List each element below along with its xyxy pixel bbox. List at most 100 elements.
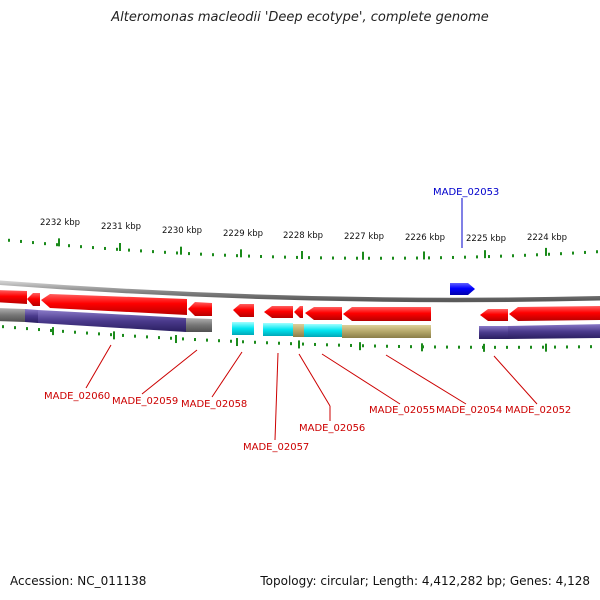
minor-tick [68,244,70,248]
minor-tick [350,343,352,347]
gene-segment[interactable] [294,306,303,318]
category-bar-purple [38,310,186,332]
gene-made-02059[interactable] [41,294,187,315]
minor-tick [122,333,124,337]
gene-made-02052-b[interactable] [509,306,600,321]
genome-backbone [0,280,600,303]
minor-tick [110,333,112,337]
gene-made-02052-a[interactable] [480,309,508,321]
gene-label[interactable]: MADE_02059 [112,396,178,407]
minor-tick [20,239,22,243]
leader-made-02052 [493,355,538,405]
category-bars [0,308,600,339]
minor-tick [314,342,316,346]
genome-summary-text: Topology: circular; Length: 4,412,282 bp… [260,574,590,588]
gene-label[interactable]: MADE_02052 [505,405,571,416]
tick-label: 2227 kbp [344,232,384,242]
gene-made-02058[interactable] [188,302,212,316]
minor-tick [542,345,544,349]
reverse-strand-genes [0,290,600,321]
gene-label[interactable]: MADE_02055 [369,405,435,416]
minor-tick [320,256,322,260]
tick-label: 2230 kbp [162,226,202,236]
minor-tick [50,328,52,332]
minor-tick [386,344,388,348]
major-tick [119,243,121,252]
gene-segment[interactable] [233,304,254,317]
tick-label: 2225 kbp [466,234,506,244]
minor-tick [518,345,520,349]
major-tick [236,338,238,347]
minor-tick [146,335,148,339]
tick-label: 2226 kbp [405,233,445,243]
category-bar-cyan [304,324,342,337]
tick-label: 2228 kbp [283,231,323,241]
label-leader-lines [85,198,538,441]
minor-tick [98,332,100,336]
minor-tick [32,241,34,245]
lower-coordinate-ticks [2,325,592,352]
minor-tick [230,339,232,343]
gene-made-02055[interactable] [343,307,431,321]
category-bar-cyan [263,323,293,336]
minor-tick [410,345,412,349]
gene-made-02056[interactable] [305,307,342,320]
minor-tick [116,247,118,251]
minor-tick [296,255,298,259]
gene-segment[interactable] [0,290,27,304]
minor-tick [506,345,508,349]
gene-label[interactable]: MADE_02056 [299,423,365,434]
map-title: Alteromonas macleodii 'Deep ecotype', co… [111,10,489,25]
major-tick [298,340,300,349]
minor-tick [404,256,406,260]
category-bar-khaki [293,324,304,337]
minor-tick [200,252,202,256]
tick-label: 2231 kbp [101,222,141,232]
tick-label: 2224 kbp [527,233,567,243]
gene-labels: MADE_02060 MADE_02059 MADE_02058 MADE_02… [44,187,571,453]
minor-tick [92,246,94,250]
minor-tick [560,252,562,256]
gene-made-02057[interactable] [264,306,293,318]
minor-tick [548,252,550,256]
minor-tick [470,345,472,349]
category-bar-cyan [232,322,254,335]
minor-tick [440,256,442,260]
minor-tick [356,256,358,260]
minor-tick [254,340,256,344]
minor-tick [524,253,526,257]
gene-label[interactable]: MADE_02053 [433,187,499,198]
minor-tick [206,338,208,342]
gene-label[interactable]: MADE_02057 [243,442,309,453]
minor-tick [14,326,16,330]
major-tick [175,335,177,344]
coordinate-labels: 2232 kbp 2231 kbp 2230 kbp 2229 kbp 2228… [40,218,567,244]
gene-segment[interactable] [27,293,40,306]
minor-tick [476,255,478,259]
minor-tick [224,253,226,257]
major-tick [545,247,547,256]
gene-label[interactable]: MADE_02058 [181,399,247,410]
gene-label[interactable]: MADE_02054 [436,405,502,416]
minor-tick [434,345,436,349]
minor-tick [236,254,238,258]
minor-tick [326,343,328,347]
minor-tick [272,255,274,259]
minor-tick [494,345,496,349]
minor-tick [362,344,364,348]
minor-tick [242,340,244,344]
minor-tick [332,256,334,260]
minor-tick [344,256,346,260]
minor-tick [140,249,142,253]
minor-tick [80,245,82,249]
minor-tick [338,343,340,347]
major-tick [301,251,303,260]
minor-tick [428,256,430,260]
minor-tick [74,330,76,334]
minor-tick [38,328,40,332]
gene-label[interactable]: MADE_02060 [44,391,110,402]
minor-tick [278,341,280,345]
gene-made-02053[interactable] [450,283,475,295]
minor-tick [128,248,130,252]
minor-tick [374,344,376,348]
